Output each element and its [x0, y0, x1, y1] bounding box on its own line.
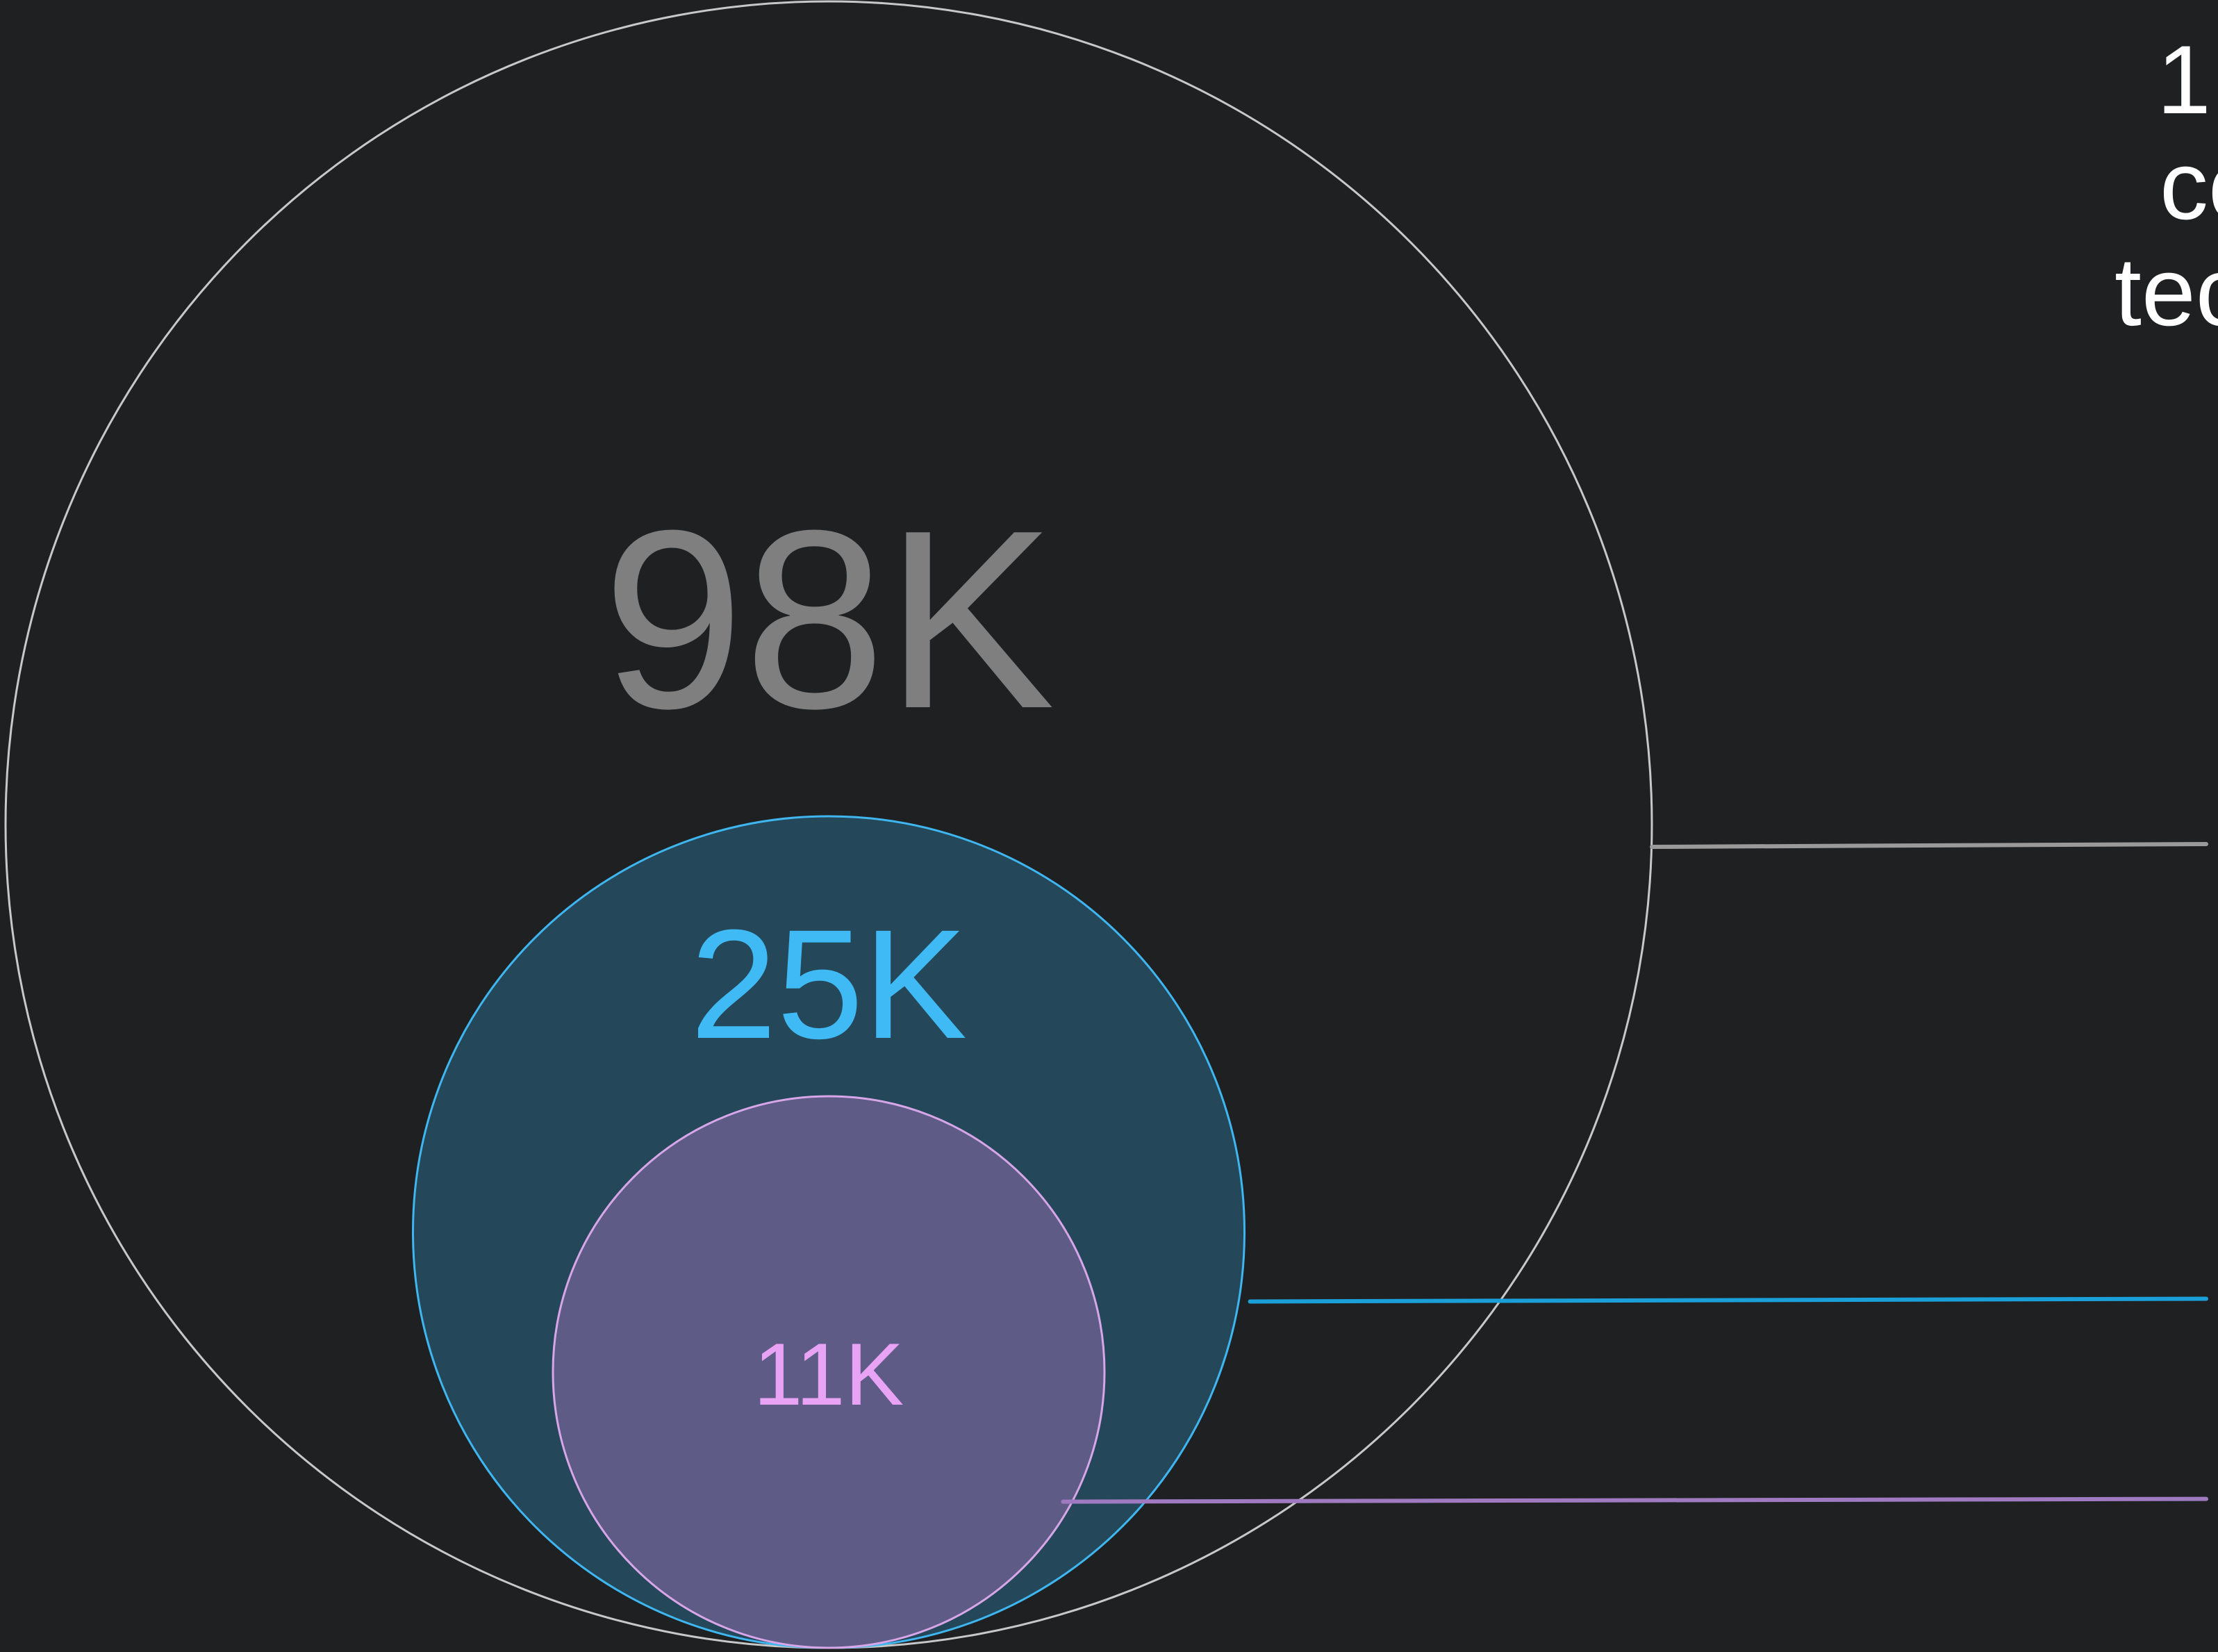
bubble-label: 25K [690, 898, 968, 1071]
bubble-label: 11K [754, 1325, 904, 1423]
leader-line [1248, 1296, 2208, 1304]
bubble-label: 98K [602, 477, 1054, 761]
side-text: 1 [2157, 25, 2211, 134]
leader-line [1061, 1496, 2208, 1504]
side-text: tec [2114, 237, 2218, 346]
side-text: co [2160, 131, 2218, 240]
leader-line [1650, 842, 2208, 849]
bubble [552, 1095, 1106, 1649]
